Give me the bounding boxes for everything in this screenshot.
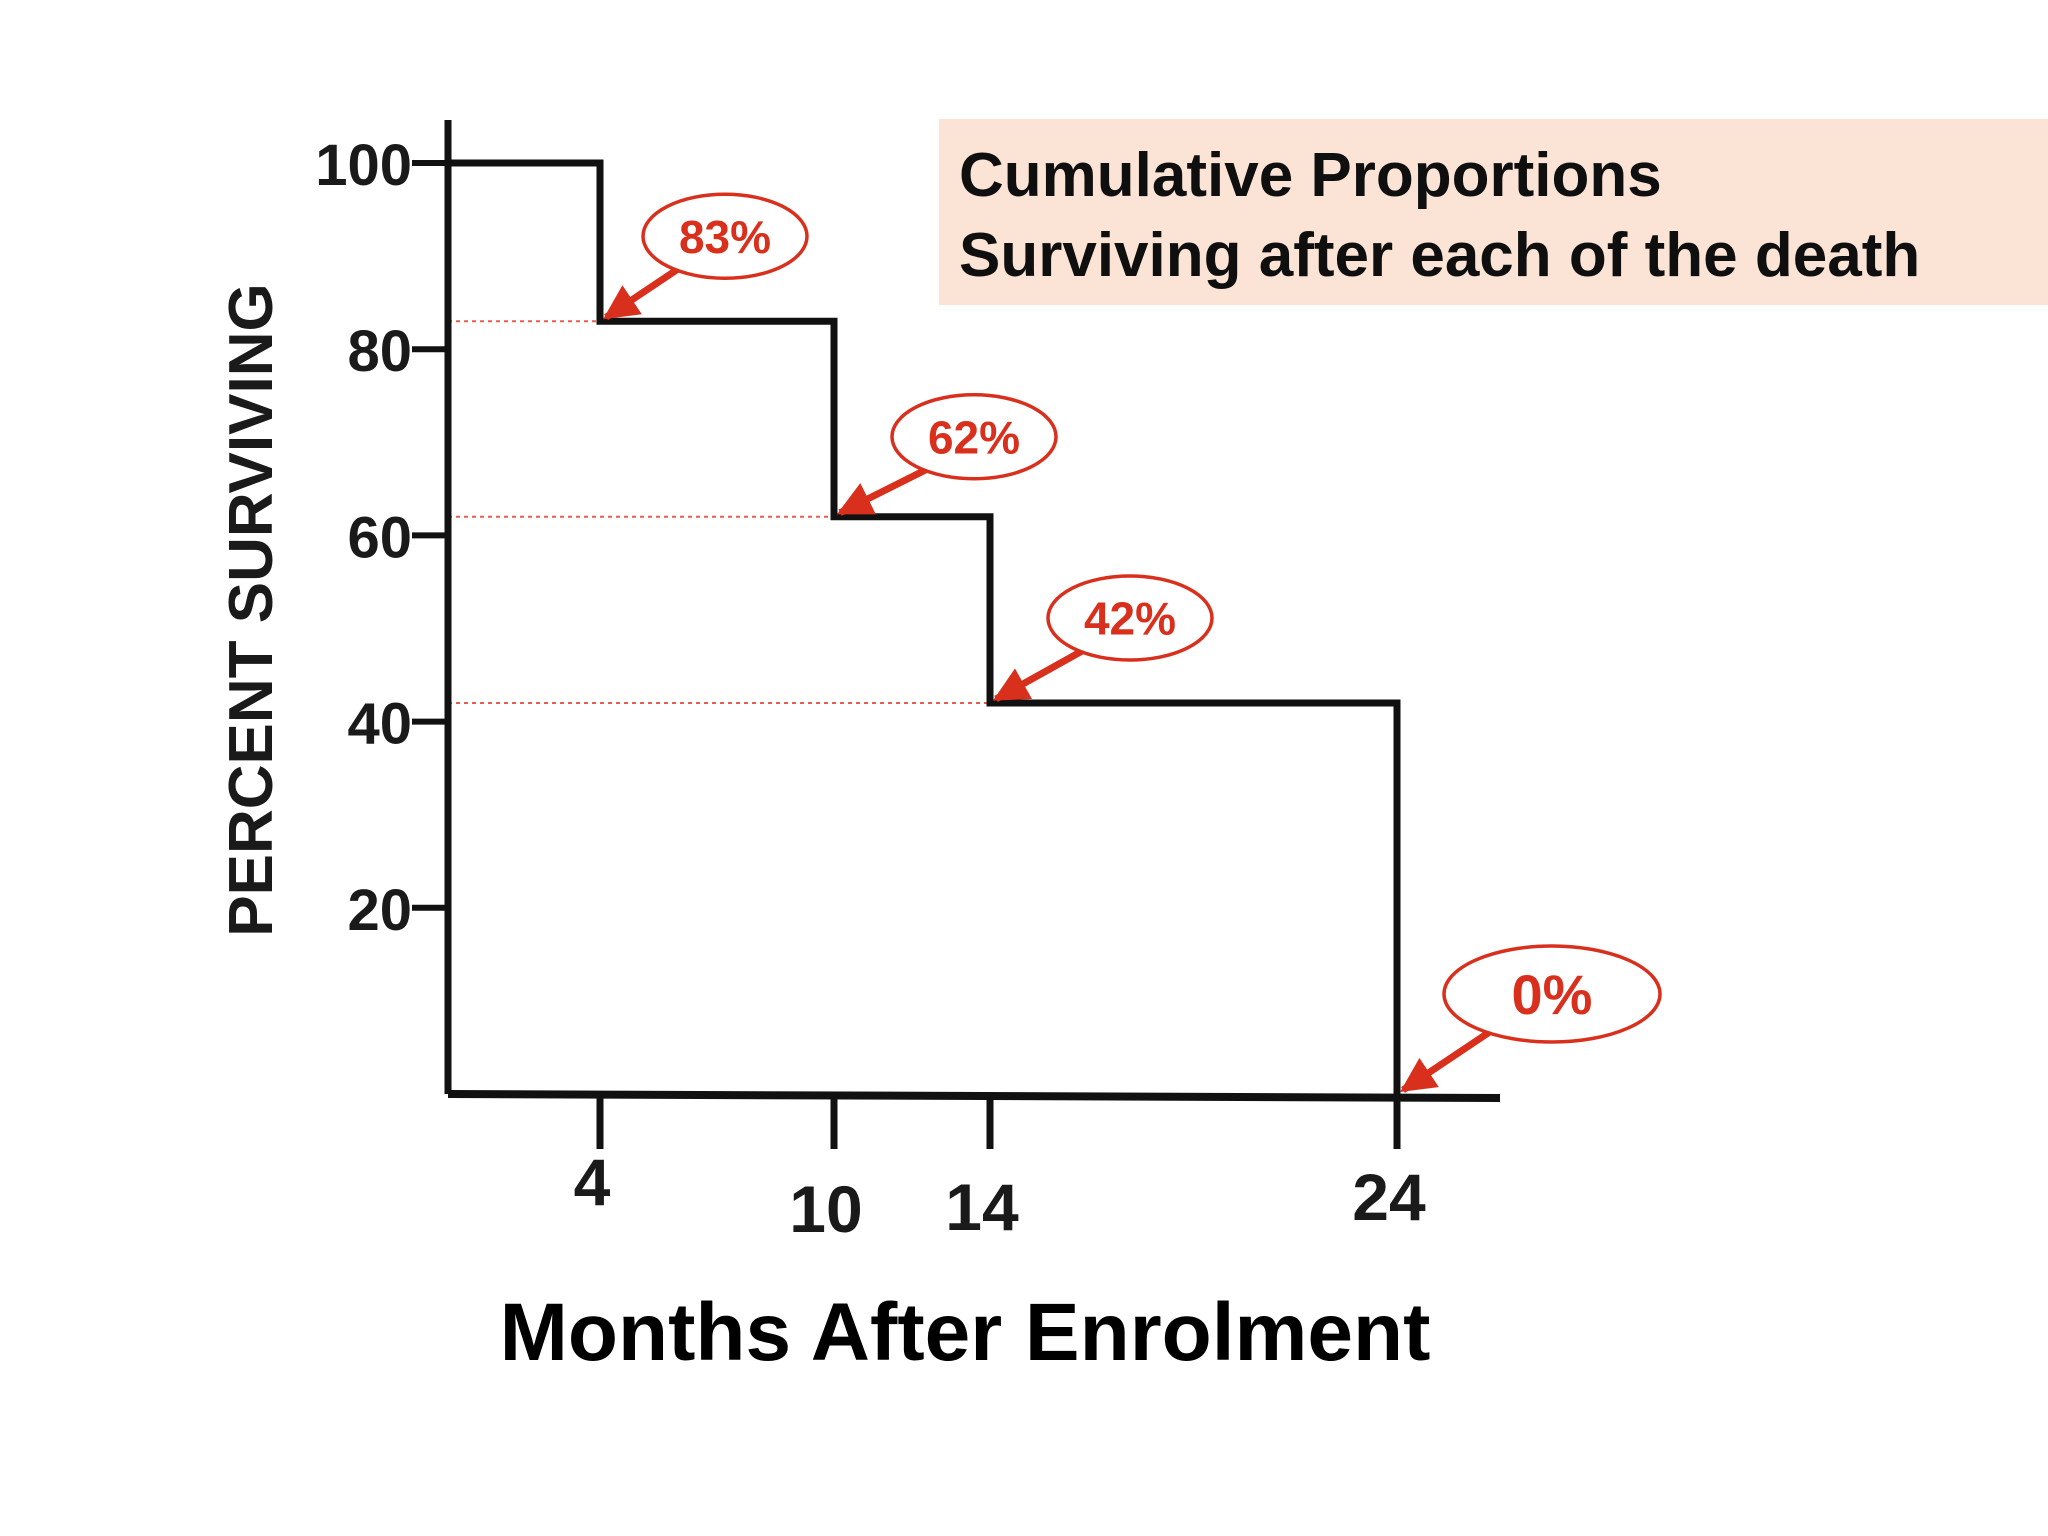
survival-step-line [448,159,1401,1094]
callout-bubble [641,192,809,281]
callout-arrow [603,264,682,321]
chart-title-line-2: Surviving after each of the death [959,221,1921,290]
chart-title-line-1: Cumulative Proportions [959,141,1662,210]
callout-label: 42% [1084,593,1176,645]
y-tick-label: 40 [347,692,412,757]
axes: 20 40 60 80 100 4 10 14 24 [315,120,1501,1246]
callout-bubble [1046,574,1214,662]
x-tick-label: 4 [574,1145,611,1219]
callout-bubble [890,393,1058,481]
title-box: Cumulative Proportions Surviving after e… [939,119,2048,305]
y-tick-label: 20 [347,878,412,943]
callout-label: 62% [928,411,1020,463]
y-tick-label: 80 [347,319,412,384]
callout-arrow [836,465,931,516]
callout-bubble [1442,944,1662,1044]
guide-lines [448,320,990,704]
y-tick-label: 100 [315,133,412,198]
callout-arrow [1400,1027,1495,1093]
x-tick-label: 14 [945,1170,1019,1244]
x-tick-label: 24 [1352,1160,1426,1234]
y-axis-label: PERCENT SURVIVING [217,283,286,936]
series [448,159,1401,1094]
x-tick-label: 10 [789,1172,862,1246]
y-tick-label: 60 [347,505,412,570]
x-axis-line [447,1090,1501,1102]
callout-arrow [992,646,1087,703]
callouts: 83% 62% 42% 0% [603,192,1662,1093]
x-axis-label: Months After Enrolment [500,1287,1431,1378]
callout-label: 0% [1512,963,1593,1026]
axis-labels: PERCENT SURVIVING Months After Enrolment [217,283,1430,1378]
callout-label: 83% [679,211,771,263]
